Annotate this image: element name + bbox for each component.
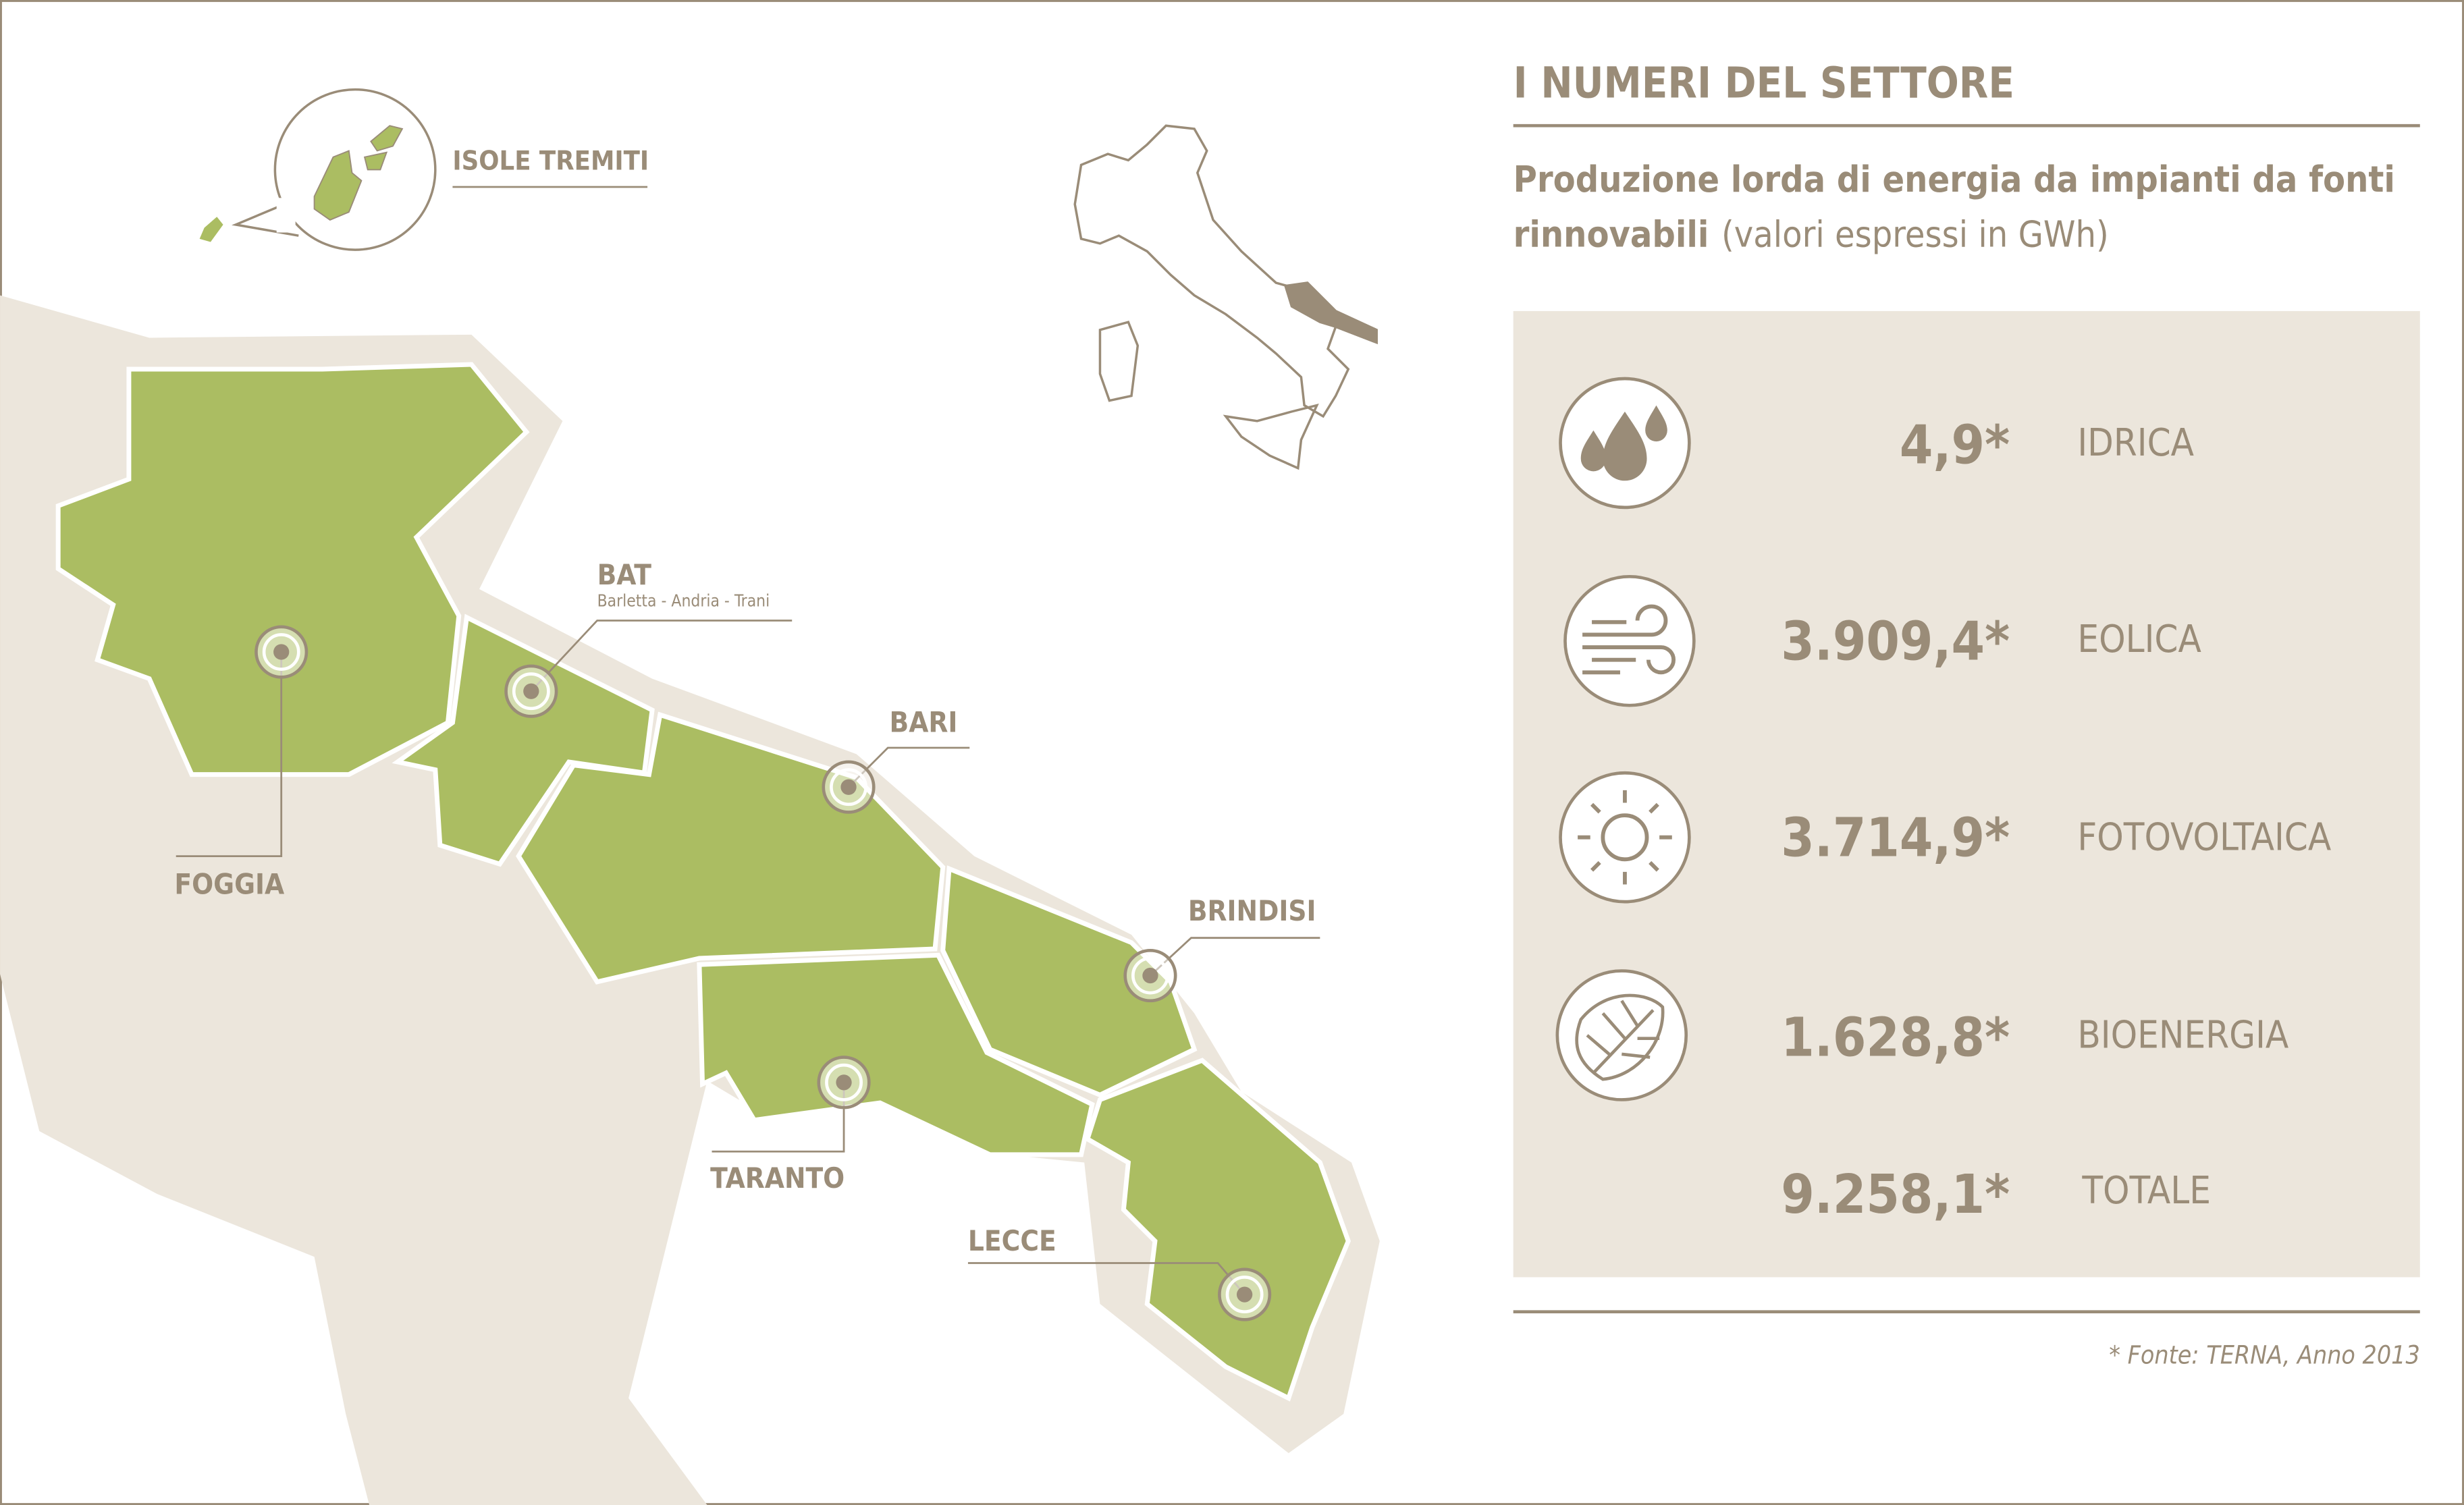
water-drops-icon [1559,377,1691,510]
panel-title: I NUMERI DEL SETTORE [1514,58,2014,107]
label-foggia: FOGGIA [174,867,284,900]
marker-taranto[interactable] [817,1056,871,1110]
label-bat-subtitle: Barletta - Andria - Trani [597,591,770,611]
value-totale: 9.258,1* [1781,1164,2010,1226]
label-totale: TOTALE [2081,1169,2211,1213]
label-idrica: IDRICA [2077,421,2194,465]
label-taranto: TARANTO [710,1161,845,1195]
marker-bat[interactable] [504,664,558,718]
italy-locator-map [1073,124,1378,470]
city-markers [255,625,1272,1321]
marker-bari[interactable] [822,760,876,814]
panel-subtitle-line1: Produzione lorda di energia da impianti … [1514,158,2395,200]
source-note: * Fonte: TERNA, Anno 2013 [2109,1340,2420,1370]
label-lecce: LECCE [968,1224,1056,1257]
value-idrica: 4,9* [1900,414,2010,476]
region-foggia[interactable] [55,362,530,777]
region-taranto[interactable] [697,952,1095,1157]
label-fotovoltaica: FOTOVOLTAICA [2077,815,2331,859]
region-bat[interactable] [392,613,655,867]
panel-subtitle-line2: rinnovabili (valori espressi in GWh) [1514,213,2109,255]
label-isole-tremiti: ISOLE TREMITI [452,145,649,176]
leaf-icon [1555,969,1688,1101]
marker-lecce[interactable] [1218,1267,1272,1321]
label-brindisi: BRINDISI [1188,894,1316,927]
label-eolica: EOLICA [2077,618,2201,661]
value-eolica: 3.909,4* [1781,611,2010,673]
marker-foggia[interactable] [255,625,309,679]
subtitle-unit: (valori espressi in GWh) [1721,213,2109,255]
region-lecce[interactable] [1084,1058,1351,1402]
region-brindisi[interactable] [940,865,1198,1098]
island-san-domino [313,150,363,221]
value-fotovoltaica: 3.714,9* [1781,807,2010,869]
value-bioenergia: 1.628,8* [1781,1006,2010,1068]
tremiti-inset: ISOLE TREMITI [199,88,649,251]
wind-icon [1563,574,1696,707]
sun-icon [1559,771,1691,904]
label-bari: BARI [890,706,958,739]
marker-brindisi[interactable] [1123,948,1177,1003]
subtitle-bold: rinnovabili [1514,213,1709,255]
label-bat: BAT [597,558,652,591]
label-bioenergia: BIOENERGIA [2077,1014,2288,1058]
